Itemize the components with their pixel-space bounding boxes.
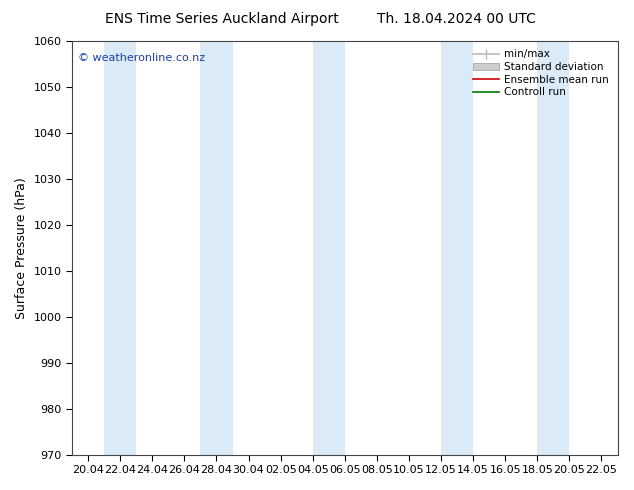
Bar xyxy=(313,41,345,455)
Text: Th. 18.04.2024 00 UTC: Th. 18.04.2024 00 UTC xyxy=(377,12,536,26)
Bar xyxy=(200,41,233,455)
Text: ENS Time Series Auckland Airport: ENS Time Series Auckland Airport xyxy=(105,12,339,26)
Bar xyxy=(441,41,473,455)
Bar xyxy=(537,41,569,455)
Legend: min/max, Standard deviation, Ensemble mean run, Controll run: min/max, Standard deviation, Ensemble me… xyxy=(470,46,612,100)
Y-axis label: Surface Pressure (hPa): Surface Pressure (hPa) xyxy=(15,177,28,318)
Text: © weatheronline.co.nz: © weatheronline.co.nz xyxy=(77,53,205,64)
Bar xyxy=(104,41,136,455)
